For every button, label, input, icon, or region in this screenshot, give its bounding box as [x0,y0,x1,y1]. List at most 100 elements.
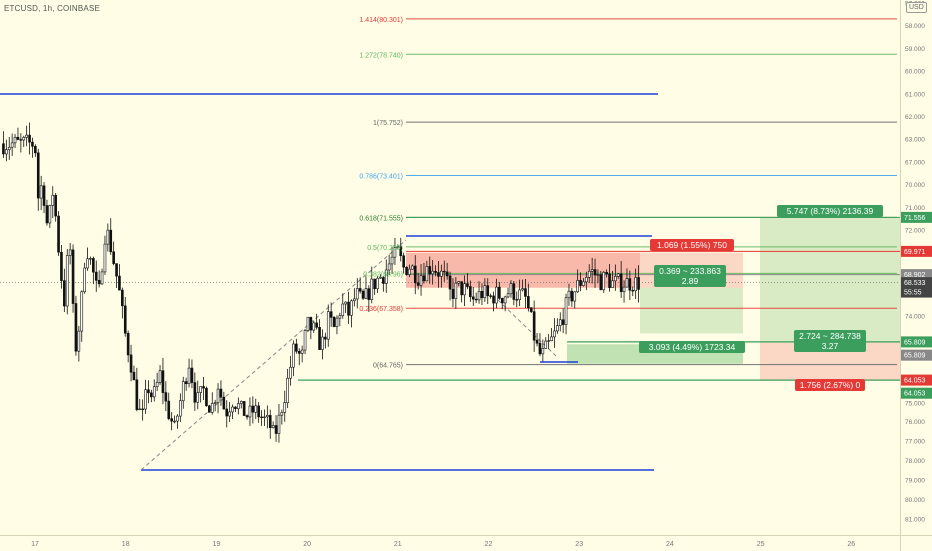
candle[interactable] [295,338,298,354]
candle[interactable] [271,421,275,429]
candle[interactable] [442,260,446,282]
candle[interactable] [611,270,614,288]
candle[interactable] [605,269,608,278]
candle[interactable] [324,332,327,349]
candle[interactable] [405,266,408,276]
candle[interactable] [205,386,208,407]
candle[interactable] [524,278,527,309]
candle[interactable] [367,285,371,312]
candle[interactable] [358,277,362,294]
candle[interactable] [599,270,603,291]
candle[interactable] [338,312,342,327]
candle[interactable] [121,287,124,319]
candle[interactable] [399,237,403,262]
candle[interactable] [74,295,78,356]
candle[interactable] [245,414,249,420]
candle[interactable] [347,291,350,324]
candle[interactable] [466,273,469,290]
candle[interactable] [28,122,31,155]
candle[interactable] [561,308,565,334]
candle[interactable] [147,380,150,404]
candle[interactable] [622,280,626,303]
candle[interactable] [254,398,258,419]
candle[interactable] [92,256,95,285]
candle[interactable] [544,337,548,349]
candle[interactable] [532,300,536,352]
candle[interactable] [631,286,635,297]
candle[interactable] [498,281,501,300]
candle[interactable] [625,268,629,288]
candle[interactable] [31,137,34,158]
candle[interactable] [329,302,333,327]
candle[interactable] [123,296,127,337]
candle[interactable] [10,133,14,156]
candle[interactable] [248,397,252,426]
candle[interactable] [286,368,289,408]
long2-stop-label[interactable]: 1.756 (2.67%) 0 [795,379,865,391]
candle[interactable] [515,291,519,308]
candle[interactable] [573,291,577,309]
candle[interactable] [187,358,191,388]
candle[interactable] [628,270,632,301]
price-axis[interactable]: 81.000 80.000 79.000 78.000 77.000 76.000 75.0… [900,0,932,535]
candle[interactable] [86,247,89,271]
candle[interactable] [312,320,316,333]
candle[interactable] [213,399,217,412]
candle[interactable] [164,381,168,412]
candle[interactable] [112,241,115,266]
candle[interactable] [251,396,255,424]
candle[interactable] [509,280,513,298]
candle[interactable] [208,404,211,413]
candle[interactable] [390,246,394,274]
candle[interactable] [190,359,194,389]
candle[interactable] [196,380,200,410]
candle[interactable] [234,406,237,412]
candle[interactable] [364,276,368,300]
candle[interactable] [103,235,107,275]
candle[interactable] [355,278,359,309]
candle[interactable] [376,276,379,293]
candle[interactable] [94,260,98,292]
price-tag[interactable]: 64.053 [901,387,932,399]
candle[interactable] [471,287,475,306]
long2-stats-label[interactable] [794,330,866,352]
price-tag[interactable]: 55:55 [901,286,932,298]
candle[interactable] [225,400,229,428]
candle[interactable] [558,312,562,332]
candle[interactable] [477,281,481,304]
candle[interactable] [228,402,231,422]
candle[interactable] [303,328,307,355]
candle[interactable] [155,372,159,392]
candle[interactable] [480,283,484,305]
candle[interactable] [408,264,411,278]
price-tag[interactable]: 71.556 [901,211,932,223]
candle[interactable] [257,402,260,423]
candle[interactable] [135,367,139,412]
candle[interactable] [463,275,466,307]
candle[interactable] [48,204,52,228]
candle[interactable] [19,133,23,153]
candle[interactable] [440,264,443,288]
candle[interactable] [341,293,345,319]
candle[interactable] [89,256,92,265]
candle[interactable] [344,301,347,314]
candle[interactable] [593,258,597,288]
candle[interactable] [210,392,214,415]
candle[interactable] [219,380,223,406]
candle[interactable] [503,295,507,312]
candle[interactable] [637,265,640,303]
candle[interactable] [158,365,162,385]
candle[interactable] [25,125,28,147]
candle[interactable] [527,283,530,312]
candle[interactable] [176,414,179,429]
candle[interactable] [550,327,553,342]
candle[interactable] [170,412,173,431]
candle[interactable] [506,287,510,299]
candle[interactable] [268,409,272,439]
candle[interactable] [582,278,585,287]
candle[interactable] [353,288,356,307]
price-tag[interactable]: 68.902 [901,269,932,281]
candle[interactable] [60,244,63,289]
candle[interactable] [51,186,55,219]
candle[interactable] [237,397,240,415]
